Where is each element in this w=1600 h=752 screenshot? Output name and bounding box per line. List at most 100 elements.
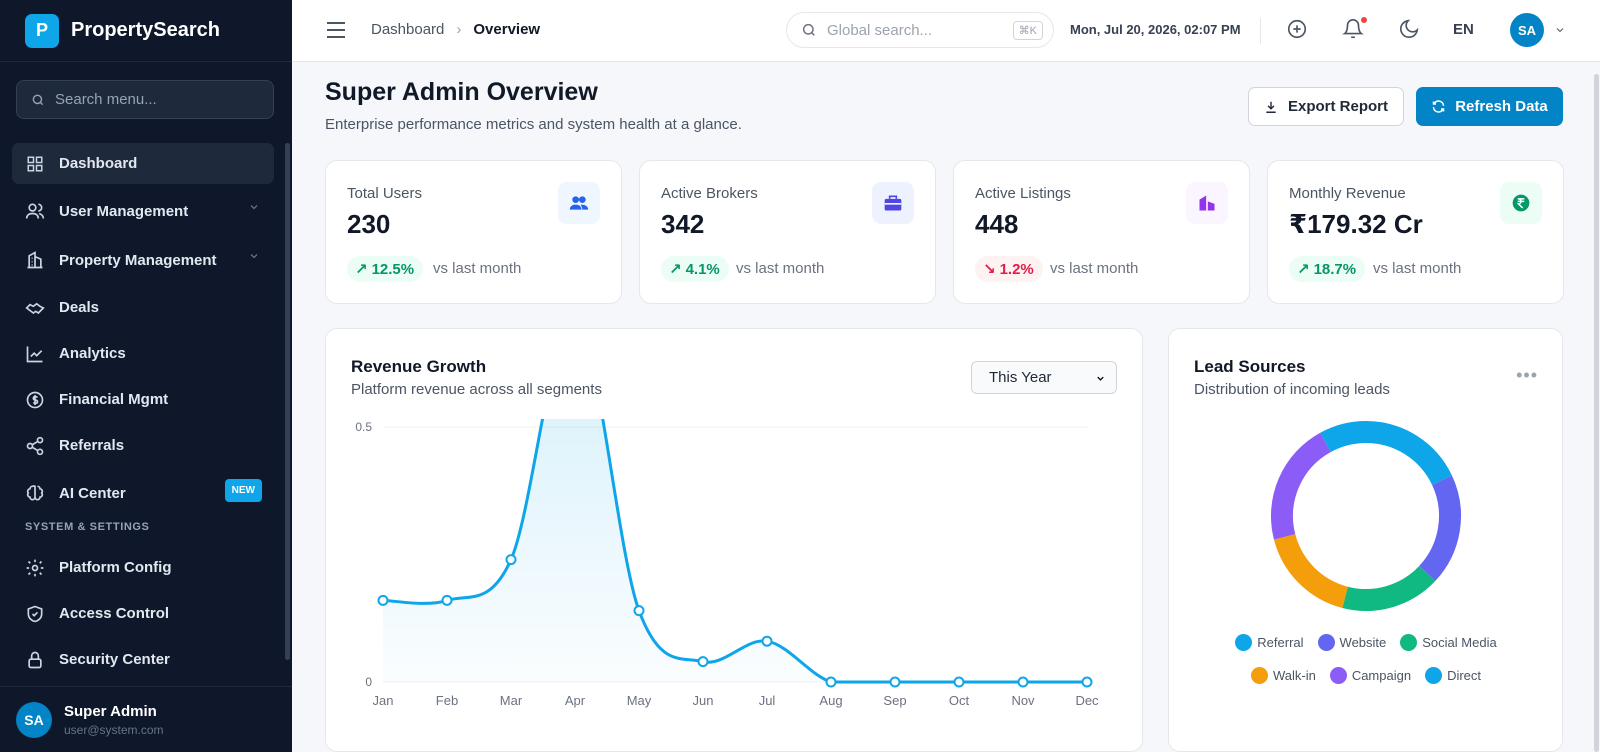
sidebar-item-access-control[interactable]: Access Control <box>12 593 274 634</box>
breadcrumb-item[interactable]: Dashboard <box>371 21 445 38</box>
plus-circle-icon[interactable] <box>1286 18 1308 40</box>
card-subtitle: Distribution of incoming leads <box>1194 381 1390 398</box>
sidebar-item-referrals[interactable]: Referrals <box>12 425 274 466</box>
brand-logo: P <box>25 13 59 48</box>
sidebar-item-label: Dashboard <box>59 155 138 172</box>
menu-icon[interactable] <box>326 21 346 39</box>
menu-search-input[interactable] <box>55 91 255 108</box>
datetime: Mon, Jul 20, 2026, 02:07 PM <box>1070 22 1241 37</box>
chevron-down-icon <box>250 254 258 259</box>
refresh-data-button[interactable]: Refresh Data <box>1416 87 1563 126</box>
y-tick-label: 0 <box>365 675 372 689</box>
trend-up-icon: ↗ <box>355 261 368 278</box>
global-search-input[interactable] <box>827 21 997 39</box>
trend-note: vs last month <box>1373 260 1462 277</box>
sidebar-item-user-management[interactable]: User Management <box>12 189 274 233</box>
language-switcher[interactable]: EN <box>1453 21 1474 38</box>
data-point[interactable] <box>377 594 389 606</box>
more-options-icon[interactable]: ••• <box>1516 365 1538 385</box>
sidebar-item-dashboard[interactable]: Dashboard <box>12 143 274 184</box>
stat-card-total-users[interactable]: Total Users 230 ↗ 12.5% vs last month <box>325 160 622 304</box>
sidebar-scrollbar[interactable] <box>285 143 290 660</box>
sidebar-item-security-center[interactable]: Security Center <box>12 639 274 680</box>
pie-slice[interactable] <box>1418 475 1461 582</box>
bell-icon[interactable] <box>1342 18 1364 40</box>
stat-label: Total Users <box>347 185 423 202</box>
stat-card-active-brokers[interactable]: Active Brokers 342 ↗ 4.1% vs last month <box>639 160 936 304</box>
stat-value: ₹179.32 Cr <box>1289 209 1423 239</box>
breadcrumb-current: Overview <box>473 21 541 38</box>
sidebar-item-label: Deals <box>59 299 100 316</box>
building-icon <box>1186 182 1228 224</box>
export-report-button[interactable]: Export Report <box>1248 87 1404 126</box>
stat-value: 448 <box>975 209 1019 239</box>
data-point[interactable] <box>953 676 965 688</box>
trend-up-icon: ↗ <box>669 261 682 278</box>
x-tick-label: Feb <box>436 693 458 708</box>
sidebar-item-label: User Management <box>59 202 189 220</box>
x-tick-label: Sep <box>883 693 906 708</box>
legend-item[interactable]: Walk-in <box>1250 667 1316 684</box>
header-avatar[interactable]: SA <box>1510 13 1544 47</box>
data-point[interactable] <box>633 605 645 617</box>
moon-icon[interactable] <box>1398 18 1420 40</box>
pie-slice[interactable] <box>1273 533 1349 609</box>
pie-slice[interactable] <box>1342 565 1436 611</box>
legend-item[interactable]: Campaign <box>1329 667 1411 684</box>
data-point[interactable] <box>889 676 901 688</box>
shield-check-icon <box>25 604 45 624</box>
trend-value: 1.2% <box>999 260 1034 278</box>
data-point[interactable] <box>697 656 709 668</box>
data-point[interactable] <box>441 594 453 606</box>
stat-card-active-listings[interactable]: Active Listings 448 ↘ 1.2% vs last month <box>953 160 1250 304</box>
x-tick-label: May <box>627 693 652 708</box>
chevron-down-icon[interactable] <box>1554 24 1566 36</box>
users-icon <box>558 182 600 224</box>
stat-card-monthly-revenue[interactable]: Monthly Revenue ₹179.32 Cr ↗ 18.7% vs las… <box>1267 160 1564 304</box>
sidebar-item-label: Security Center <box>59 651 170 668</box>
data-point[interactable] <box>825 676 837 688</box>
data-point[interactable] <box>1081 676 1093 688</box>
sidebar-item-financial-mgmt[interactable]: Financial Mgmt <box>12 379 274 420</box>
pie-slice[interactable] <box>1320 421 1367 453</box>
legend-item[interactable]: Referral <box>1235 634 1304 651</box>
donut-legend-row-1: Referral Website Social Media <box>1169 634 1563 651</box>
period-select[interactable]: This Year <box>971 361 1117 394</box>
brand[interactable]: P PropertySearch <box>0 0 292 62</box>
legend-swatch <box>1235 634 1253 651</box>
x-tick-label: Dec <box>1075 693 1099 708</box>
sidebar-item-deals[interactable]: Deals <box>12 287 274 328</box>
search-icon <box>32 94 44 105</box>
user-profile[interactable]: SA Super Admin user@system.com <box>0 686 292 752</box>
stat-value: 342 <box>661 209 705 239</box>
pie-slice[interactable] <box>1271 432 1332 540</box>
data-point[interactable] <box>505 554 517 566</box>
sidebar-item-property-management[interactable]: Property Management <box>12 238 274 282</box>
data-point[interactable] <box>761 635 773 647</box>
header-divider <box>1260 18 1261 44</box>
page-scrollbar[interactable] <box>1594 74 1599 752</box>
search-shortcut: ⌘K <box>1012 21 1043 40</box>
legend-label: Walk-in <box>1272 668 1316 683</box>
legend-item[interactable]: Social Media <box>1400 634 1497 651</box>
card-title: Lead Sources <box>1194 357 1306 376</box>
legend-item[interactable]: Website <box>1317 634 1386 651</box>
page-title: Super Admin Overview <box>325 78 598 106</box>
sidebar-item-label: Access Control <box>59 605 170 622</box>
sidebar-item-platform-config[interactable]: Platform Config <box>12 547 274 588</box>
sidebar-item-ai-center[interactable]: AI Center NEW <box>12 471 274 515</box>
new-badge: NEW <box>224 479 262 502</box>
card-title: Revenue Growth <box>351 357 487 376</box>
pie-slice[interactable] <box>1365 421 1452 486</box>
sidebar-item-label: Platform Config <box>59 559 172 576</box>
stat-label: Active Listings <box>975 185 1071 202</box>
legend-swatch <box>1329 667 1347 684</box>
legend-item[interactable]: Direct <box>1425 667 1481 684</box>
grid-icon <box>25 154 45 174</box>
menu-search <box>16 80 274 119</box>
user-name: Super Admin <box>64 702 157 720</box>
sidebar-item-analytics[interactable]: Analytics <box>12 333 274 374</box>
breadcrumb: Dashboard › Overview <box>371 21 540 38</box>
data-point[interactable] <box>1017 676 1029 688</box>
download-icon <box>1266 101 1276 113</box>
